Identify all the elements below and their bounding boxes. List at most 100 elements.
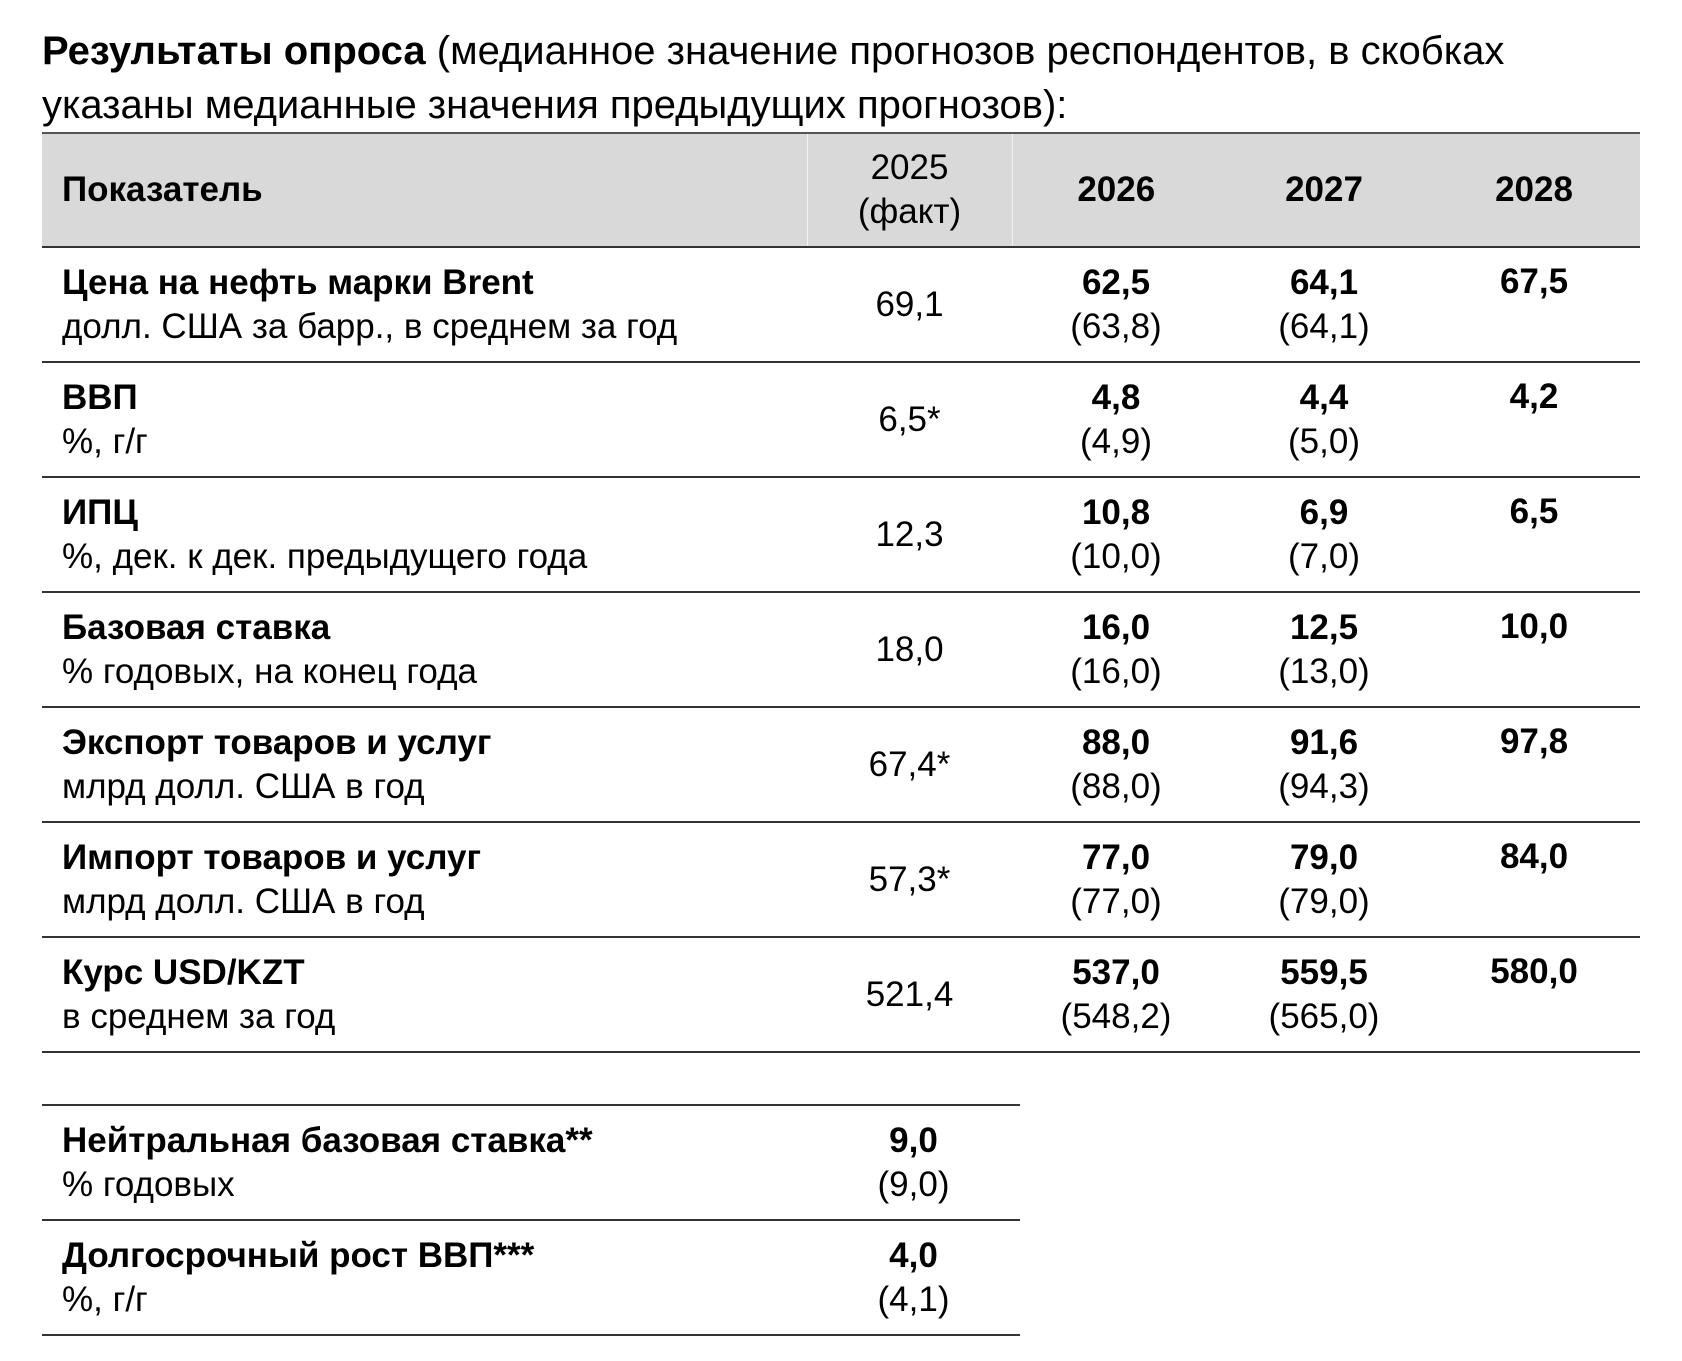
indicator-unit: долл. США за барр., в среднем за год xyxy=(62,306,678,346)
table-row: Нейтральная базовая ставка**% годовых 9,0… xyxy=(42,1105,1020,1220)
indicator-unit: % годовых xyxy=(62,1164,235,1204)
indicator-name: ВВП xyxy=(62,377,138,417)
forecast-2028: 4,2 xyxy=(1509,377,1559,416)
table-row: Долгосрочный рост ВВП***%, г/г 4,0 (4,1) xyxy=(42,1220,1020,1335)
previous-value: (5,0) xyxy=(1288,421,1360,461)
forecast-value: 79,0 xyxy=(1289,837,1359,877)
indicator-unit: млрд долл. США в год xyxy=(62,766,425,806)
forecast-table: Показатель 2025 (факт) 2026 2027 2028 Це… xyxy=(42,132,1640,1053)
table-row: Базовая ставка% годовых, на конец года 18… xyxy=(42,592,1640,707)
forecast-2028: 6,5 xyxy=(1509,492,1559,531)
indicator-cell: Цена на нефть марки Brent долл. США за ба… xyxy=(42,247,807,362)
indicator-cell: Импорт товаров и услуг млрд долл. США в г… xyxy=(42,822,807,937)
indicator-cell: Экспорт товаров и услуг млрд долл. США в … xyxy=(42,707,807,822)
forecast-value: 12,5 xyxy=(1289,607,1359,647)
forecast-2028: 10,0 xyxy=(1499,607,1569,646)
fact-2025: 12,3 xyxy=(875,514,944,554)
indicator-name: Нейтральная базовая ставка** xyxy=(62,1120,593,1160)
forecast-2026: 77,0 (77,0) xyxy=(1012,822,1220,937)
indicator-name: Курс USD/KZT xyxy=(62,952,305,992)
forecast-2027: 12,5 (13,0) xyxy=(1220,592,1428,707)
forecast-value: 16,0 xyxy=(1081,607,1151,647)
previous-value: (4,9) xyxy=(1080,421,1152,461)
fact-2025: 67,4* xyxy=(868,744,951,784)
previous-value: (7,0) xyxy=(1288,536,1360,576)
long-term-value: 4,0 (4,1) xyxy=(807,1220,1020,1335)
forecast-2026: 4,8 (4,9) xyxy=(1012,362,1220,477)
forecast-2027: 91,6 (94,3) xyxy=(1220,707,1428,822)
indicator-cell: ВВП%, г/г xyxy=(42,362,807,477)
indicator-unit: млрд долл. США в год xyxy=(62,881,425,921)
forecast-2026: 88,0 (88,0) xyxy=(1012,707,1220,822)
previous-value: (13,0) xyxy=(1278,651,1370,691)
header-2028: 2028 xyxy=(1495,170,1573,209)
survey-heading: Результаты опроса (медианное значение пр… xyxy=(42,24,1642,132)
forecast-value: 4,4 xyxy=(1299,377,1349,417)
table-row: Импорт товаров и услуг млрд долл. США в г… xyxy=(42,822,1640,937)
header-indicator: Показатель xyxy=(62,170,263,209)
previous-value: (79,0) xyxy=(1278,881,1370,921)
forecast-value: 88,0 xyxy=(1081,722,1151,762)
indicator-unit: в среднем за год xyxy=(62,996,336,1036)
indicator-cell: Базовая ставка% годовых, на конец года xyxy=(42,592,807,707)
forecast-2028: 97,8 xyxy=(1499,722,1569,761)
previous-value: (10,0) xyxy=(1070,536,1162,576)
header-2025-fact: 2025 (факт) xyxy=(806,133,1012,247)
forecast-value: 91,6 xyxy=(1289,722,1359,762)
previous-value: (77,0) xyxy=(1070,881,1162,921)
forecast-value: 64,1 xyxy=(1289,262,1359,302)
forecast-value: 62,5 xyxy=(1081,262,1151,302)
forecast-2027: 6,9 (7,0) xyxy=(1220,477,1428,592)
fact-2025: 69,1 xyxy=(875,284,944,324)
indicator-name: Цена на нефть марки Brent xyxy=(62,262,534,302)
indicator-unit: %, г/г xyxy=(62,1279,148,1319)
table-row: Экспорт товаров и услуг млрд долл. США в … xyxy=(42,707,1640,822)
forecast-2026: 537,0 (548,2) xyxy=(1012,937,1220,1052)
previous-value: (64,1) xyxy=(1278,306,1370,346)
indicator-cell: ИПЦ%, дек. к дек. предыдущего года xyxy=(42,477,807,592)
heading-rest: (медианное значение прогнозов респондент… xyxy=(42,29,1505,127)
table-row: Цена на нефть марки Brent долл. США за ба… xyxy=(42,247,1640,362)
forecast-value: 559,5 xyxy=(1280,952,1368,992)
forecast-2027: 64,1 (64,1) xyxy=(1220,247,1428,362)
forecast-2028: 67,5 xyxy=(1499,262,1569,301)
header-row: Показатель 2025 (факт) 2026 2027 2028 xyxy=(42,133,1640,247)
previous-value: (565,0) xyxy=(1268,996,1380,1036)
indicator-name: Базовая ставка xyxy=(62,607,331,647)
header-2027: 2027 xyxy=(1285,170,1363,209)
indicator-unit: %, дек. к дек. предыдущего года xyxy=(62,536,588,576)
indicator-name: ИПЦ xyxy=(62,492,138,532)
fact-2025: 521,4 xyxy=(865,974,954,1014)
indicator-name: Долгосрочный рост ВВП*** xyxy=(62,1235,535,1275)
forecast-value: 9,0 xyxy=(889,1120,938,1160)
forecast-2026: 62,5 (63,8) xyxy=(1012,247,1220,362)
heading-bold: Результаты опроса xyxy=(42,29,426,73)
table-row: ВВП%, г/г 6,5* 4,8 (4,9) 4,4 (5,0) 4,2 xyxy=(42,362,1640,477)
indicator-name: Экспорт товаров и услуг xyxy=(62,722,492,762)
long-term-table: Нейтральная базовая ставка**% годовых 9,0… xyxy=(42,1104,1020,1336)
forecast-value: 537,0 xyxy=(1072,952,1160,992)
indicator-unit: %, г/г xyxy=(62,421,148,461)
previous-value: (548,2) xyxy=(1060,996,1172,1036)
indicator-name: Импорт товаров и услуг xyxy=(62,837,482,877)
forecast-2027: 79,0 (79,0) xyxy=(1220,822,1428,937)
forecast-value: 77,0 xyxy=(1081,837,1151,877)
indicator-unit: % годовых, на конец года xyxy=(62,651,477,691)
indicator-cell: Долгосрочный рост ВВП***%, г/г xyxy=(42,1220,807,1335)
forecast-2026: 16,0 (16,0) xyxy=(1012,592,1220,707)
table-row: ИПЦ%, дек. к дек. предыдущего года 12,3 10… xyxy=(42,477,1640,592)
forecast-value: 4,0 xyxy=(889,1235,938,1275)
table-row: Курс USD/KZT в среднем за год 521,4 537,0 (5… xyxy=(42,937,1640,1052)
header-2026: 2026 xyxy=(1011,133,1220,247)
previous-value: (88,0) xyxy=(1070,766,1162,806)
forecast-2026: 10,8 (10,0) xyxy=(1012,477,1220,592)
forecast-2028: 84,0 xyxy=(1499,837,1569,876)
fact-2025: 18,0 xyxy=(875,629,944,669)
forecast-2028: 580,0 xyxy=(1490,952,1578,991)
previous-value: (4,1) xyxy=(877,1279,950,1319)
forecast-value: 4,8 xyxy=(1091,377,1141,417)
long-term-value: 9,0 (9,0) xyxy=(807,1105,1020,1220)
previous-value: (94,3) xyxy=(1278,766,1370,806)
previous-value: (63,8) xyxy=(1070,306,1162,346)
fact-2025: 57,3* xyxy=(868,859,951,899)
